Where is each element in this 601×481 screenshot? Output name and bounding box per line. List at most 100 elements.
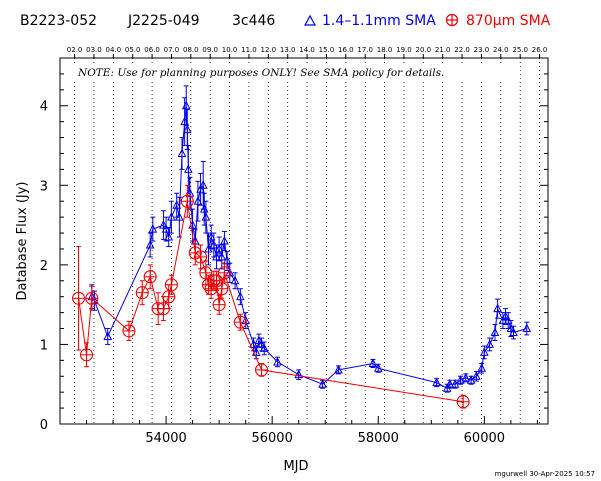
data-point: [172, 200, 182, 209]
data-point: [485, 339, 494, 348]
year-tick-label: 26.0: [532, 46, 548, 54]
year-tick-label: 06.0: [144, 46, 160, 54]
data-point: [162, 290, 176, 304]
y-tick-label: 4: [40, 100, 48, 115]
data-point: [217, 266, 231, 280]
data-point: [145, 239, 155, 249]
y-axis-title: Database Flux (Jy): [15, 182, 30, 301]
data-point: [85, 291, 99, 305]
x-tick-label: 58000: [358, 431, 399, 446]
chart-header: B2223-052 J2225-049 3c446 1.4–1.1mm SMA …: [20, 13, 551, 29]
year-tick-label: 25.0: [512, 46, 528, 54]
year-tick-label: 05.0: [125, 46, 141, 54]
series-line: [91, 105, 527, 389]
y-tick-label: 1: [40, 338, 48, 353]
data-point: [294, 369, 304, 379]
data-point: [148, 223, 158, 233]
year-tick-label: 20.0: [415, 46, 431, 54]
plot-frame: [59, 57, 549, 425]
x-tick-labels: 54000 56000 58000 60000: [145, 431, 505, 446]
legend-high-band-label: 870μm SMA: [466, 13, 551, 29]
data-point: [103, 331, 113, 340]
year-tick-label: 14.0: [299, 46, 315, 54]
year-tick-label: 10.0: [222, 46, 238, 54]
data-point: [217, 251, 227, 261]
data-point: [257, 339, 266, 348]
data-point: [214, 243, 224, 253]
data-point: [198, 180, 208, 189]
year-tick-label: 02.0: [67, 46, 83, 54]
data-point: [259, 343, 269, 352]
data-point: [432, 377, 441, 387]
data-point: [236, 291, 245, 301]
data-point: [251, 347, 261, 356]
data-point: [445, 379, 455, 388]
data-point: [164, 278, 178, 292]
data-point: [254, 335, 264, 344]
data-point: [181, 100, 191, 110]
series-high-band: [72, 184, 470, 409]
data-point: [233, 315, 247, 329]
data-point: [318, 379, 327, 388]
data-point: [255, 363, 269, 377]
year-tick-label: 21.0: [435, 46, 451, 54]
x-axis-title: MJD: [283, 459, 308, 474]
data-point: [501, 311, 510, 321]
year-tick-label: 16.0: [338, 46, 354, 54]
data-point: [373, 363, 383, 372]
data-point: [456, 375, 465, 384]
data-point: [72, 291, 86, 305]
year-tick-label: 18.0: [377, 46, 393, 54]
data-point: [490, 327, 500, 336]
j2000-name: J2225-049: [127, 13, 200, 29]
data-point: [334, 364, 343, 374]
data-point: [220, 235, 229, 245]
year-tick-label: 17.0: [357, 46, 373, 54]
data-point: [509, 327, 518, 336]
year-tick-label: 04.0: [106, 46, 122, 54]
data-point: [161, 223, 171, 233]
planning-note: NOTE: Use for planning purposes ONLY! Se…: [77, 67, 444, 79]
data-point: [175, 212, 184, 221]
x-tick-label: 54000: [145, 431, 186, 446]
y-tick-label: 2: [40, 259, 48, 274]
data-point: [230, 275, 240, 285]
y-tick-label: 0: [40, 418, 48, 433]
data-point: [212, 298, 226, 312]
data-point: [480, 347, 489, 356]
year-tick-label: 09.0: [202, 46, 218, 54]
year-tick-label: 19.0: [396, 46, 412, 54]
data-point: [167, 212, 176, 221]
data-point: [506, 323, 516, 333]
data-point: [456, 395, 470, 409]
year-tick-label: 08.0: [183, 46, 199, 54]
year-tick-label: 24.0: [493, 46, 509, 54]
x-tick-label: 56000: [251, 431, 292, 446]
axis-ticks: [60, 73, 548, 425]
data-point: [79, 348, 94, 362]
data-point: [215, 282, 229, 296]
data-point: [368, 358, 378, 368]
data-point: [180, 194, 194, 208]
year-tick-label: 13.0: [280, 46, 296, 54]
data-point: [177, 148, 187, 157]
data-point: [164, 231, 174, 241]
data-point: [461, 372, 471, 382]
data-point: [159, 219, 168, 229]
data-point: [212, 251, 221, 261]
data-point: [194, 250, 208, 264]
source-alias: 3c446: [232, 13, 275, 29]
year-tick-label: 15.0: [319, 46, 335, 54]
data-point: [222, 255, 232, 265]
data-point: [206, 231, 216, 241]
year-tick-label: 11.0: [241, 46, 257, 54]
year-tick-label: 03.0: [86, 46, 102, 54]
data-point: [199, 266, 213, 280]
legend-circle-plus-icon: [445, 13, 459, 27]
data-point: [493, 303, 502, 313]
data-point: [143, 270, 157, 284]
y-tick-labels: 0 1 2 3 4: [40, 100, 48, 433]
year-tick-label: 23.0: [474, 46, 490, 54]
year-grid-lines: [74, 58, 540, 424]
